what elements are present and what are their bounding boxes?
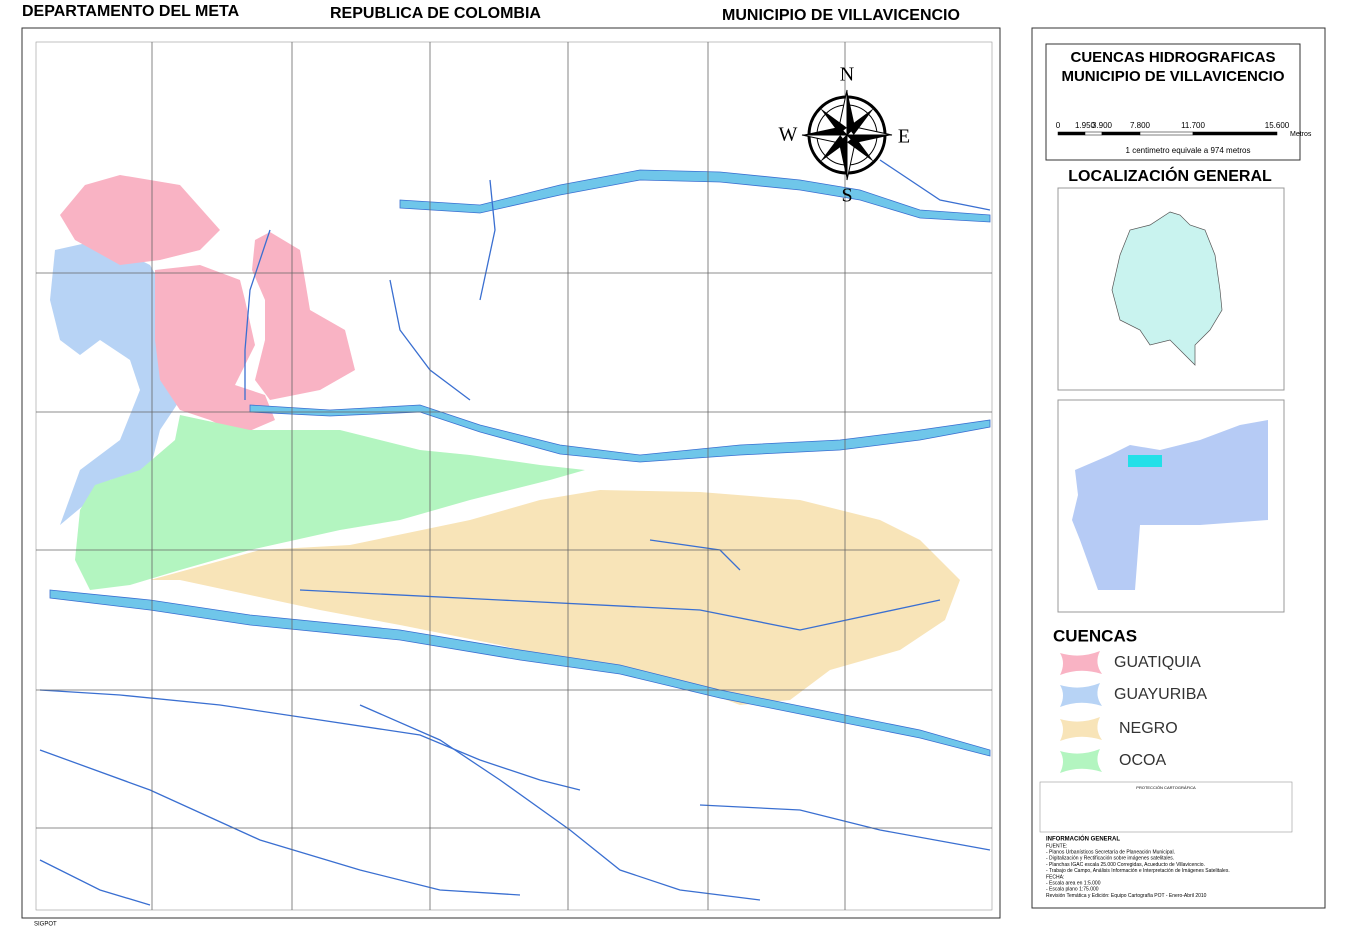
location-title: LOCALIZACIÓN GENERAL [1068,166,1272,185]
projection-title: PROTECCIÓN CARTOGRÁFICA [1136,785,1196,790]
rivers [39,159,991,906]
meta-shape [1072,420,1268,590]
colombia-shape [1111,211,1223,366]
river [244,229,271,400]
info-line: - Trabajo de Campo, Análisis Información… [1046,868,1230,874]
river [699,804,991,851]
info-lines: FUENTE:- Planos Urbanísticos Secretaría … [1046,843,1230,899]
map-inner-frame [35,41,993,911]
compass-s: S [841,185,852,207]
legend-label: GUAYURIBA [1114,686,1207,703]
river [879,159,991,211]
scale-segment [1139,131,1194,136]
scale-segment [1057,131,1086,136]
info-line: FECHA: [1046,874,1064,880]
compass-w: W [779,124,798,146]
header-right: MUNICIPIO DE VILLAVICENCIO [722,7,960,24]
info-line: - Planos Urbanísticos Secretaría de Plan… [1046,850,1175,856]
river [389,279,471,401]
scale-label: 15.600 [1265,121,1290,130]
river [39,689,581,791]
river [39,749,521,896]
scale-segment [1192,131,1278,136]
info-line: Revisión Temática y Edición: Equipo Cart… [1046,893,1207,899]
graticule [36,42,992,910]
legend-swatch [1060,683,1102,707]
legend-swatch [1060,717,1102,741]
scale-label: 1.950 [1075,121,1096,130]
scale-unit: Metros [1290,131,1312,138]
legend-label: NEGRO [1119,720,1178,737]
compass-e: E [898,126,910,148]
legend-title: CUENCAS [1053,626,1137,645]
info-line: - Digitalización y Rectificación sobre i… [1046,856,1174,862]
header-center: REPUBLICA DE COLOMBIA [330,5,541,22]
legend-label: OCOA [1119,752,1166,769]
info-line: - Escala area en 1:5.000 [1046,881,1101,887]
river [399,169,991,223]
basins [50,175,960,705]
scale-label: 0 [1056,121,1061,130]
scale-label: 11.700 [1181,121,1205,130]
info-line: FUENTE: [1046,843,1067,849]
compass-n: N [840,64,854,86]
scale-segment [1084,131,1103,136]
river [249,404,991,463]
basin-guatiquia [60,175,220,265]
basin-ocoa [75,415,585,590]
info-line: - Planchas IGAC escala 25.000 Corregidas… [1046,862,1205,868]
river [299,589,941,631]
river [49,589,991,757]
map-title: CUENCAS HIDROGRAFICAS [1070,49,1275,66]
info-title: INFORMACIÓN GENERAL [1046,835,1120,843]
projection-box [1039,781,1293,833]
compass-rose: N S E W [779,64,911,207]
info-line: - Escala plano 1:75.000 [1046,887,1099,893]
villavicencio-shape [1128,455,1162,467]
scale-label: 7.800 [1130,121,1151,130]
scale-note: 1 centimetro equivale a 974 metros [1126,146,1251,155]
basin-negro [150,490,960,705]
river [479,179,496,301]
basin-guatiquia [252,232,355,400]
footer-code: SIGPOT [34,922,57,928]
legend-label: GUATIQUIA [1114,654,1201,671]
river [359,704,761,901]
title-box [1045,43,1301,161]
legend-swatch [1060,749,1102,773]
scale-label: 3.900 [1092,121,1113,130]
scale-segment [1101,131,1141,136]
map-title: MUNICIPIO DE VILLAVICENCIO [1061,68,1284,85]
legend-swatch [1060,651,1102,675]
basin-guayuriba [50,240,180,525]
header-left: DEPARTAMENTO DEL META [22,3,240,20]
legend: GUATIQUIA GUAYURIBA NEGRO OCOA [1060,651,1207,773]
river [39,859,151,906]
